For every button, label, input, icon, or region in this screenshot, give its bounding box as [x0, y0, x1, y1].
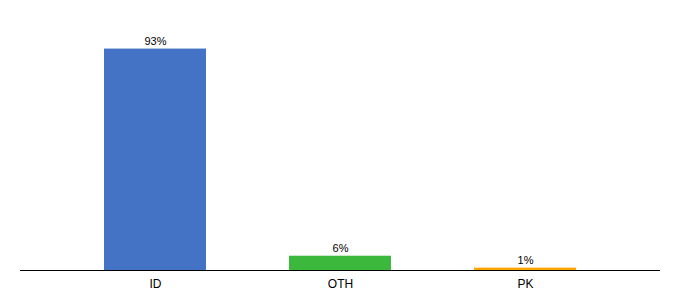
- svg-text:6%: 6%: [333, 242, 349, 254]
- svg-text:93%: 93%: [144, 35, 166, 47]
- svg-text:ID: ID: [150, 277, 162, 291]
- svg-text:1%: 1%: [518, 254, 534, 266]
- svg-text:PK: PK: [517, 277, 533, 291]
- svg-text:OTH: OTH: [328, 277, 353, 291]
